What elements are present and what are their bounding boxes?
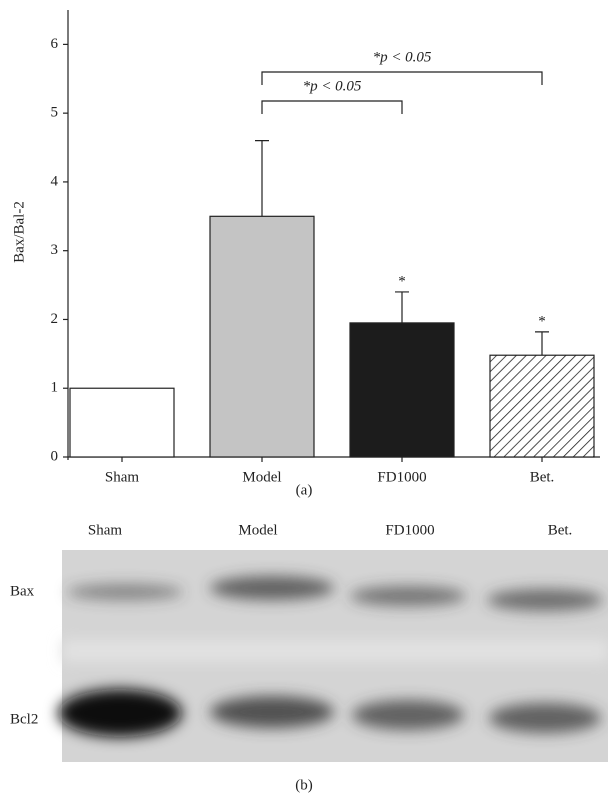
y-tick-label: 4 bbox=[51, 173, 59, 189]
annotation: *p < 0.05 bbox=[303, 78, 362, 94]
significance-marker: * bbox=[538, 313, 546, 329]
row-label: Bax bbox=[10, 583, 35, 599]
y-tick-label: 3 bbox=[51, 242, 59, 258]
annotation: *p < 0.05 bbox=[373, 49, 432, 65]
bar bbox=[490, 355, 594, 457]
x-tick-label: FD1000 bbox=[377, 469, 426, 485]
y-tick-label: 2 bbox=[51, 311, 59, 327]
error-bar bbox=[395, 292, 409, 323]
y-axis-label: Bax/Bal-2 bbox=[11, 201, 27, 263]
y-tick-label: 6 bbox=[51, 36, 59, 52]
bar bbox=[350, 323, 454, 457]
significance-marker: * bbox=[398, 273, 406, 289]
panel-caption: (b) bbox=[295, 777, 313, 793]
figure: 0 1 2 3 4 5 6 Sham Model FD1000 * Bet. * *p < 0.05 *p … bbox=[0, 0, 608, 799]
chart: 0 1 2 3 4 5 6 Sham Model FD1000 * Bet. * *p < 0.05 *p … bbox=[51, 10, 601, 485]
x-tick-label: Bet. bbox=[530, 469, 555, 485]
error-bar bbox=[535, 332, 549, 355]
y-tick-label: 5 bbox=[51, 105, 59, 121]
lane-label: Model bbox=[238, 522, 277, 538]
bar bbox=[70, 388, 174, 457]
x-tick-label: Sham bbox=[105, 469, 140, 485]
row-label: Bcl2 bbox=[10, 711, 38, 727]
y-tick-label: 1 bbox=[51, 380, 59, 396]
y-tick-label: 0 bbox=[51, 448, 59, 464]
x-tick-label: Model bbox=[242, 469, 281, 485]
bar bbox=[210, 216, 314, 457]
error-bar bbox=[255, 141, 269, 217]
lane-label: Sham bbox=[88, 522, 123, 538]
lane-label: FD1000 bbox=[385, 522, 434, 538]
blot-image bbox=[58, 550, 608, 762]
bracket bbox=[262, 101, 402, 114]
lane-label: Bet. bbox=[548, 522, 573, 538]
panel-caption: (a) bbox=[296, 482, 313, 498]
